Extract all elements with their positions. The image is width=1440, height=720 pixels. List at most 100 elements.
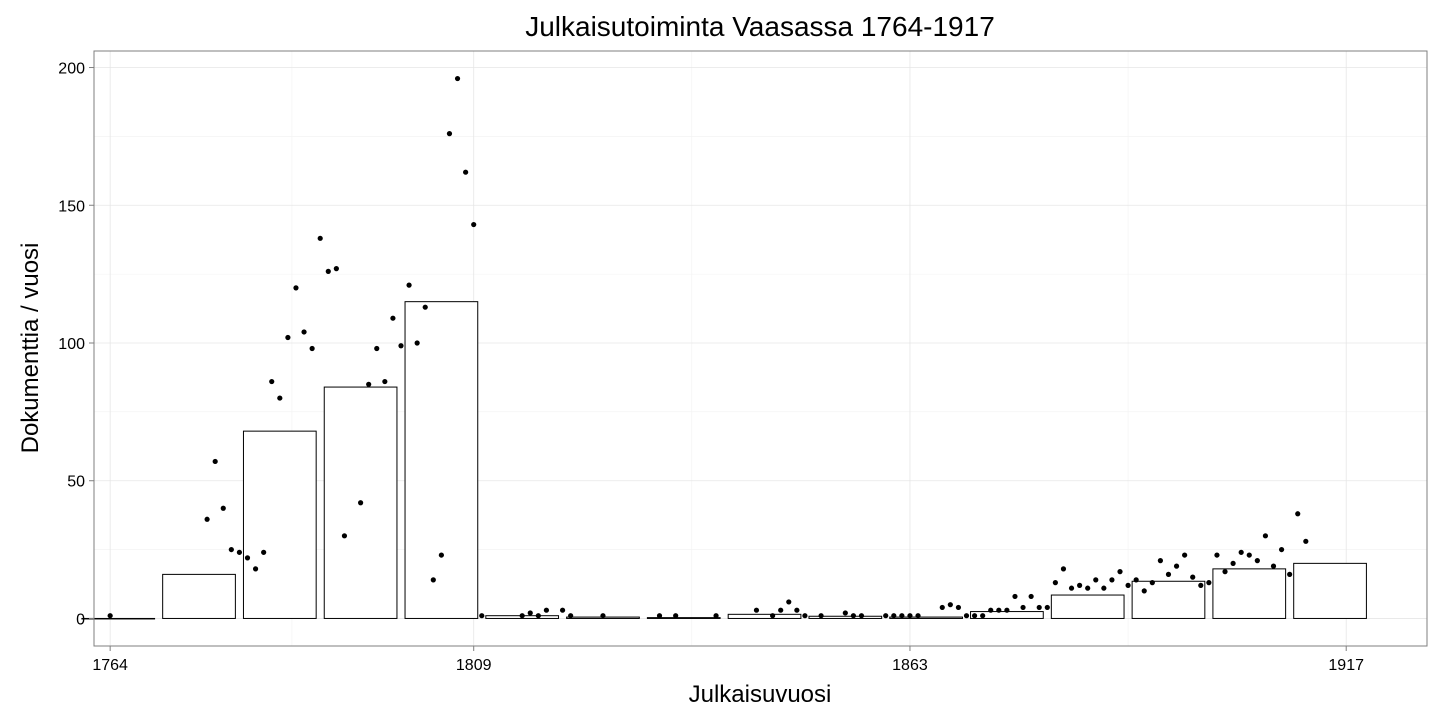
data-point bbox=[107, 613, 113, 619]
data-point bbox=[1206, 580, 1212, 586]
data-point bbox=[1044, 604, 1050, 611]
data-point bbox=[204, 516, 210, 522]
data-point bbox=[1012, 593, 1018, 600]
data-point bbox=[1303, 538, 1309, 544]
data-point bbox=[212, 458, 218, 465]
data-point bbox=[366, 381, 372, 387]
data-point bbox=[883, 613, 889, 619]
data-point bbox=[794, 607, 800, 613]
data-point bbox=[1004, 607, 1010, 613]
data-point bbox=[1262, 533, 1269, 539]
data-point bbox=[1020, 604, 1026, 611]
bar bbox=[1293, 562, 1367, 619]
data-point bbox=[382, 378, 388, 385]
x-tick-label: 1917 bbox=[1328, 657, 1364, 674]
data-point bbox=[244, 555, 251, 561]
data-point bbox=[915, 613, 921, 619]
bar bbox=[889, 616, 963, 619]
data-point bbox=[220, 505, 226, 511]
data-point bbox=[390, 315, 396, 321]
data-point bbox=[1198, 582, 1204, 588]
data-point bbox=[1028, 593, 1034, 600]
data-point bbox=[963, 613, 970, 619]
data-point bbox=[656, 613, 663, 619]
bar bbox=[81, 617, 156, 620]
data-point bbox=[1068, 585, 1075, 591]
data-point bbox=[527, 610, 533, 616]
y-tick-label: 0 bbox=[76, 611, 85, 628]
data-point bbox=[422, 304, 428, 310]
data-point bbox=[1238, 549, 1244, 555]
data-point bbox=[1036, 604, 1042, 611]
data-point bbox=[430, 577, 436, 583]
data-point bbox=[398, 343, 404, 349]
data-point bbox=[842, 610, 848, 616]
bar bbox=[1050, 594, 1125, 619]
x-tick-label: 1809 bbox=[456, 657, 492, 674]
data-point bbox=[252, 566, 259, 572]
data-point bbox=[891, 613, 897, 619]
bars bbox=[81, 301, 1367, 620]
data-point bbox=[568, 613, 574, 619]
data-point bbox=[454, 75, 461, 82]
data-point bbox=[1149, 580, 1155, 586]
data-point bbox=[519, 613, 525, 619]
data-point bbox=[1109, 577, 1115, 583]
data-point bbox=[277, 395, 283, 401]
data-point bbox=[980, 613, 986, 619]
data-point bbox=[341, 533, 348, 539]
data-point bbox=[1230, 560, 1236, 566]
data-point bbox=[939, 604, 945, 611]
y-tick-label: 200 bbox=[58, 61, 85, 78]
x-axis-title: Julkaisuvuosi bbox=[689, 681, 832, 708]
bar bbox=[1131, 580, 1206, 619]
data-point bbox=[907, 613, 913, 619]
data-point bbox=[236, 549, 243, 555]
data-point bbox=[463, 169, 469, 175]
data-point bbox=[1085, 585, 1091, 591]
data-point bbox=[1133, 577, 1139, 583]
data-point bbox=[1141, 588, 1147, 594]
bar bbox=[242, 430, 317, 619]
data-point bbox=[818, 613, 824, 619]
data-point bbox=[1278, 546, 1285, 553]
data-point bbox=[438, 552, 444, 558]
data-point bbox=[899, 613, 905, 619]
x-tick-label: 1863 bbox=[892, 657, 928, 674]
data-point bbox=[535, 613, 541, 619]
data-point bbox=[1125, 582, 1131, 588]
data-point bbox=[301, 329, 307, 335]
data-point bbox=[1270, 563, 1277, 569]
x-axis: 1764 1809 1863 1917 bbox=[92, 646, 1364, 674]
data-point bbox=[1287, 571, 1293, 577]
data-point bbox=[414, 340, 420, 346]
data-point bbox=[1117, 569, 1123, 575]
data-point bbox=[955, 604, 962, 611]
data-point bbox=[285, 334, 291, 341]
data-point bbox=[1182, 552, 1188, 558]
y-axis: 0 50 100 150 200 bbox=[58, 61, 94, 628]
bar bbox=[404, 301, 479, 619]
data-point bbox=[713, 613, 719, 619]
data-point bbox=[1157, 558, 1163, 564]
data-point bbox=[374, 345, 380, 352]
data-point bbox=[778, 607, 784, 613]
bar bbox=[808, 615, 883, 619]
data-point bbox=[1190, 574, 1196, 580]
data-point bbox=[850, 613, 857, 619]
bar bbox=[162, 573, 236, 619]
data-point bbox=[1246, 552, 1252, 558]
data-point bbox=[333, 266, 339, 272]
data-point bbox=[802, 613, 808, 619]
data-point bbox=[1214, 552, 1220, 558]
data-point bbox=[770, 613, 776, 619]
data-point bbox=[1295, 511, 1301, 517]
data-point bbox=[996, 607, 1002, 613]
data-point bbox=[1165, 571, 1172, 577]
data-point bbox=[325, 268, 331, 274]
data-point bbox=[479, 613, 485, 619]
data-point bbox=[600, 613, 606, 619]
points bbox=[107, 75, 1309, 619]
data-point bbox=[1077, 582, 1083, 588]
data-point bbox=[446, 131, 453, 137]
